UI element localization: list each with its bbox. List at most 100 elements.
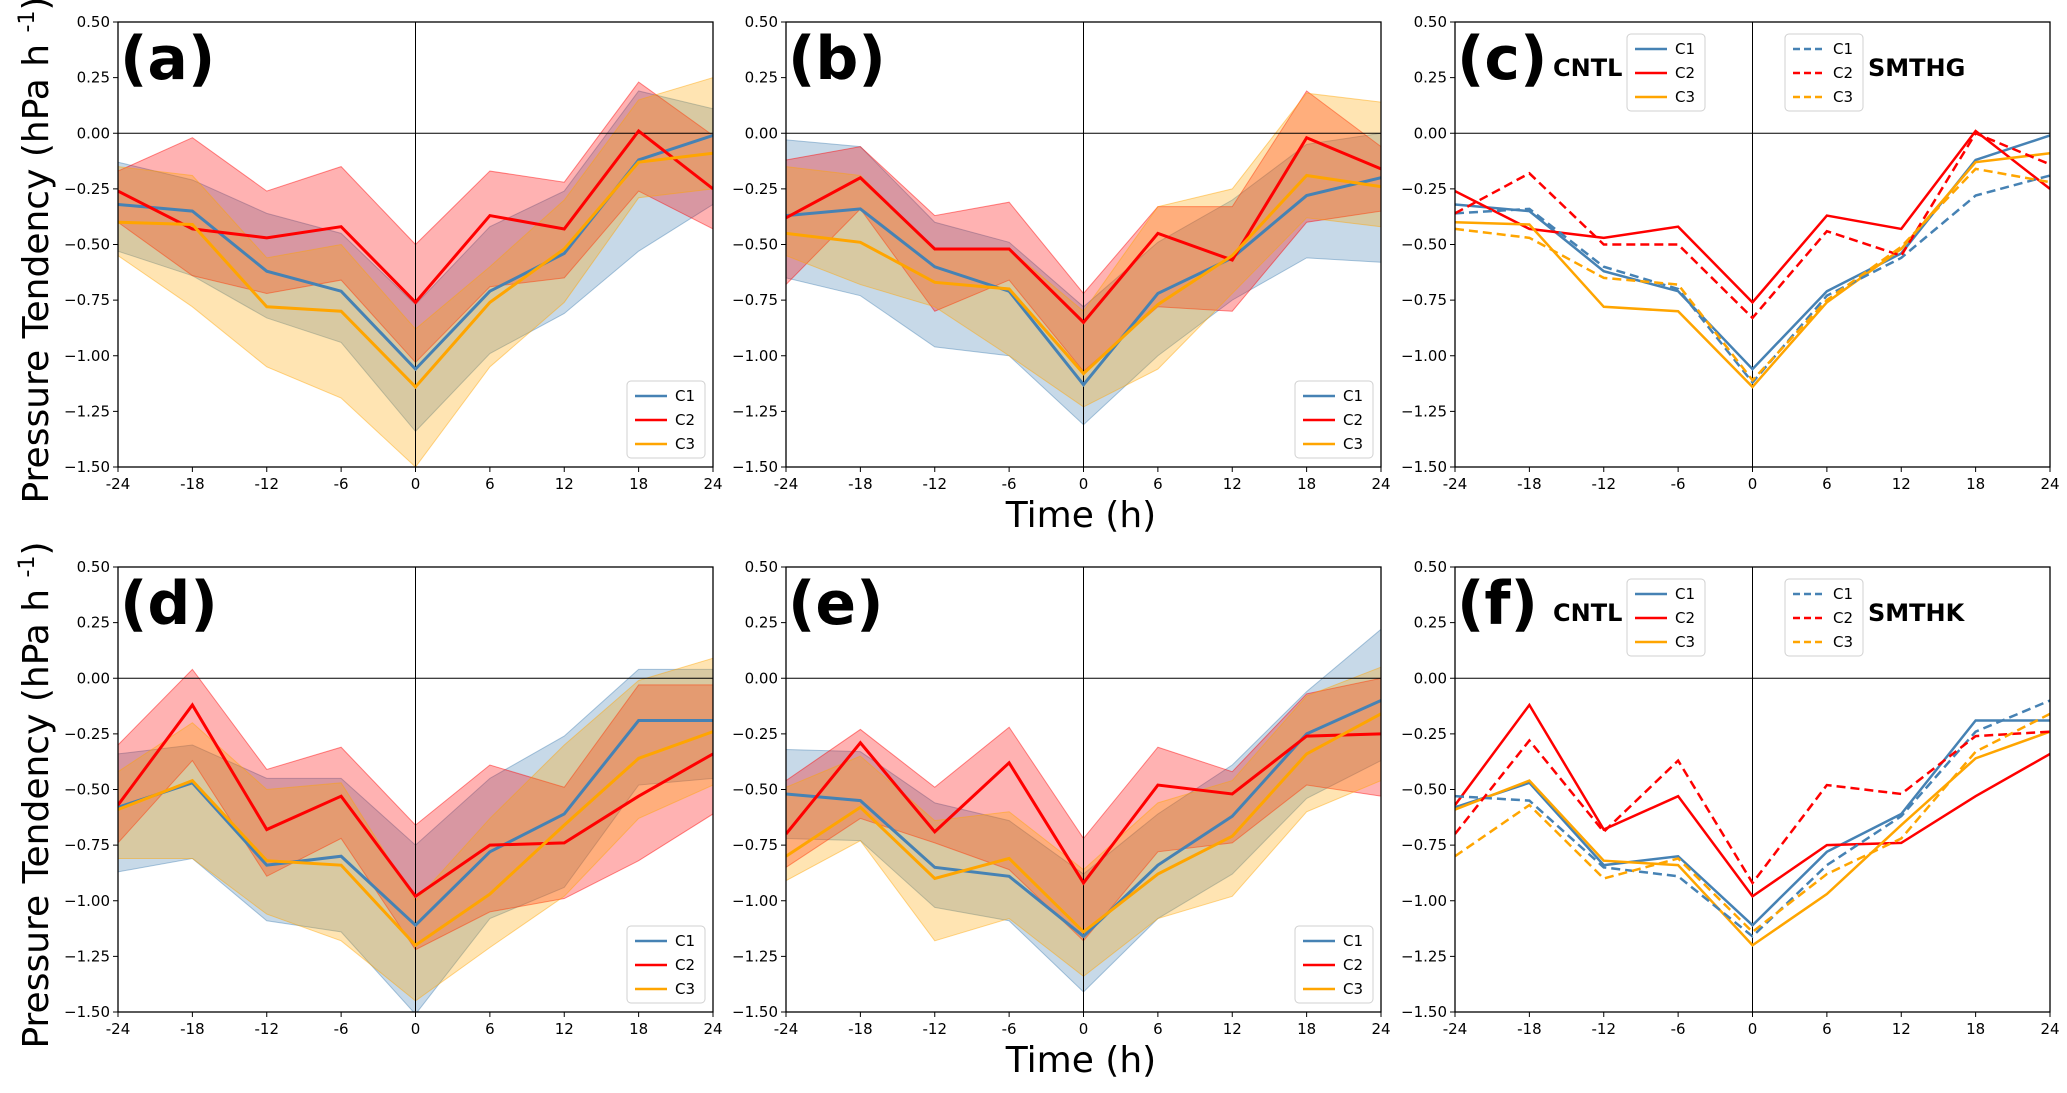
legend-label: C3 bbox=[675, 980, 695, 998]
y-tick-label: 0.00 bbox=[77, 669, 110, 687]
panel-label: (e) bbox=[788, 569, 884, 639]
panel-label: (c) bbox=[1457, 24, 1547, 94]
y-tick-label: −0.75 bbox=[64, 836, 110, 854]
x-tick-label: -12 bbox=[1592, 475, 1617, 493]
x-tick-label: -6 bbox=[1002, 475, 1017, 493]
legend-label: C1 bbox=[675, 932, 695, 950]
legend-label: C1 bbox=[1675, 585, 1695, 603]
y-tick-label: 0.50 bbox=[745, 13, 778, 31]
panel-label: (f) bbox=[1457, 569, 1538, 639]
y-tick-label: −0.25 bbox=[1401, 725, 1447, 743]
band-c2 bbox=[786, 90, 1381, 373]
plot-area bbox=[786, 22, 1381, 467]
y-tick-label: −0.25 bbox=[64, 180, 110, 198]
x-tick-label: 24 bbox=[2040, 1020, 2059, 1038]
series-line-c3 bbox=[118, 151, 713, 390]
y-tick-label: −1.50 bbox=[64, 1003, 110, 1021]
plot-area bbox=[118, 567, 713, 1012]
x-tick-label: 18 bbox=[1966, 475, 1985, 493]
x-tick-label: 6 bbox=[1822, 1020, 1832, 1038]
svg-text:Pressure Tendency (hPa h -1): Pressure Tendency (hPa h -1) bbox=[15, 0, 57, 504]
y-tick-label: −0.50 bbox=[732, 781, 778, 799]
x-tick-label: -12 bbox=[1592, 1020, 1617, 1038]
x-tick-label: -12 bbox=[923, 1020, 948, 1038]
series-line-c1 bbox=[1455, 719, 2050, 927]
x-tick-label: -6 bbox=[1671, 1020, 1686, 1038]
legend-label: C3 bbox=[1343, 435, 1363, 453]
y-tick-label: −1.50 bbox=[732, 1003, 778, 1021]
x-tick-label: 18 bbox=[1966, 1020, 1985, 1038]
series-line-c1 bbox=[118, 719, 713, 928]
legend-label: C2 bbox=[1833, 64, 1853, 82]
panel-d: -24 -18 -12 -6 0 6 12 18 24 0.50 0.25 0.00 −0.25 −0.5… bbox=[64, 558, 723, 1038]
legend-frame bbox=[1784, 578, 1864, 657]
x-tick-label: 6 bbox=[1822, 475, 1832, 493]
series-line-c3 bbox=[1455, 730, 2050, 947]
legend-label: C3 bbox=[1833, 88, 1853, 106]
x-tick-label: 18 bbox=[1297, 1020, 1316, 1038]
plot-area bbox=[1455, 22, 2050, 467]
x-tick-label: -24 bbox=[1443, 475, 1468, 493]
series-line-c2 bbox=[786, 135, 1381, 325]
y-tick-label: −1.00 bbox=[64, 347, 110, 365]
band-c1 bbox=[118, 668, 713, 1012]
x-tick-label: -24 bbox=[1443, 1020, 1468, 1038]
band-c1 bbox=[786, 132, 1381, 426]
y-tick-label: 0.00 bbox=[745, 669, 778, 687]
legend-label: C3 bbox=[675, 435, 695, 453]
legend-label: C3 bbox=[1675, 88, 1695, 106]
y-tick-label: −1.25 bbox=[1401, 947, 1447, 965]
x-tick-label: 0 bbox=[1748, 475, 1758, 493]
legend-frame bbox=[1784, 33, 1864, 112]
y-tick-label: 0.50 bbox=[1414, 13, 1447, 31]
legend-label: C2 bbox=[1343, 411, 1363, 429]
svg-text:Pressure Tendency (hPa h -1): Pressure Tendency (hPa h -1) bbox=[15, 541, 57, 1048]
y-tick-label: −1.50 bbox=[1401, 1003, 1447, 1021]
y-tick-label: 0.25 bbox=[77, 69, 110, 87]
x-tick-label: -12 bbox=[255, 1020, 280, 1038]
experiment-label-cntl: CNTL bbox=[1553, 54, 1622, 82]
legend: C1 C2 C3 bbox=[626, 380, 706, 459]
x-axis-title-bottom: Time (h) bbox=[1005, 1040, 1156, 1081]
y-tick-label: −1.25 bbox=[732, 947, 778, 965]
y-tick-label: 0.00 bbox=[1414, 124, 1447, 142]
x-tick-label: -6 bbox=[1671, 475, 1686, 493]
y-tick-label: −1.00 bbox=[732, 892, 778, 910]
x-tick-label: -24 bbox=[774, 1020, 799, 1038]
x-tick-label: -6 bbox=[334, 475, 349, 493]
series-line-c2 bbox=[786, 732, 1381, 886]
series-line-c3 bbox=[786, 712, 1381, 934]
x-tick-label: -12 bbox=[923, 475, 948, 493]
x-tick-label: 18 bbox=[629, 475, 648, 493]
x-tick-label: 0 bbox=[1748, 1020, 1758, 1038]
y-tick-label: −0.50 bbox=[732, 236, 778, 254]
legend-label: C2 bbox=[675, 411, 695, 429]
y-tick-label: −0.75 bbox=[64, 291, 110, 309]
legend: C1 C2 C3 bbox=[626, 925, 706, 1004]
x-tick-label: -18 bbox=[180, 475, 205, 493]
legend-label: C2 bbox=[1343, 956, 1363, 974]
y-axis-title-close: ) bbox=[16, 0, 57, 11]
x-tick-label: -24 bbox=[106, 1020, 131, 1038]
y-tick-label: −0.25 bbox=[732, 180, 778, 198]
y-tick-label: −1.25 bbox=[64, 947, 110, 965]
series-line-c1-dashed bbox=[1455, 699, 2050, 939]
y-tick-label: 0.25 bbox=[745, 614, 778, 632]
series-line-c1 bbox=[786, 699, 1381, 939]
y-tick-label: −0.75 bbox=[1401, 836, 1447, 854]
x-tick-label: 12 bbox=[1223, 1020, 1242, 1038]
x-tick-label: -18 bbox=[1517, 475, 1542, 493]
experiment-label-smthk: SMTHK bbox=[1868, 599, 1966, 627]
y-tick-label: −1.00 bbox=[1401, 892, 1447, 910]
x-tick-label: 0 bbox=[1079, 1020, 1089, 1038]
band-c3 bbox=[786, 666, 1381, 978]
y-tick-label: 0.00 bbox=[1414, 669, 1447, 687]
series-line-c3 bbox=[118, 730, 713, 948]
x-tick-label: 18 bbox=[1297, 475, 1316, 493]
y-tick-label: 0.00 bbox=[77, 124, 110, 142]
x-tick-label: 24 bbox=[2040, 475, 2059, 493]
y-axis-title-close: ) bbox=[16, 541, 57, 555]
x-tick-label: 6 bbox=[485, 475, 495, 493]
band-c2 bbox=[118, 81, 713, 364]
